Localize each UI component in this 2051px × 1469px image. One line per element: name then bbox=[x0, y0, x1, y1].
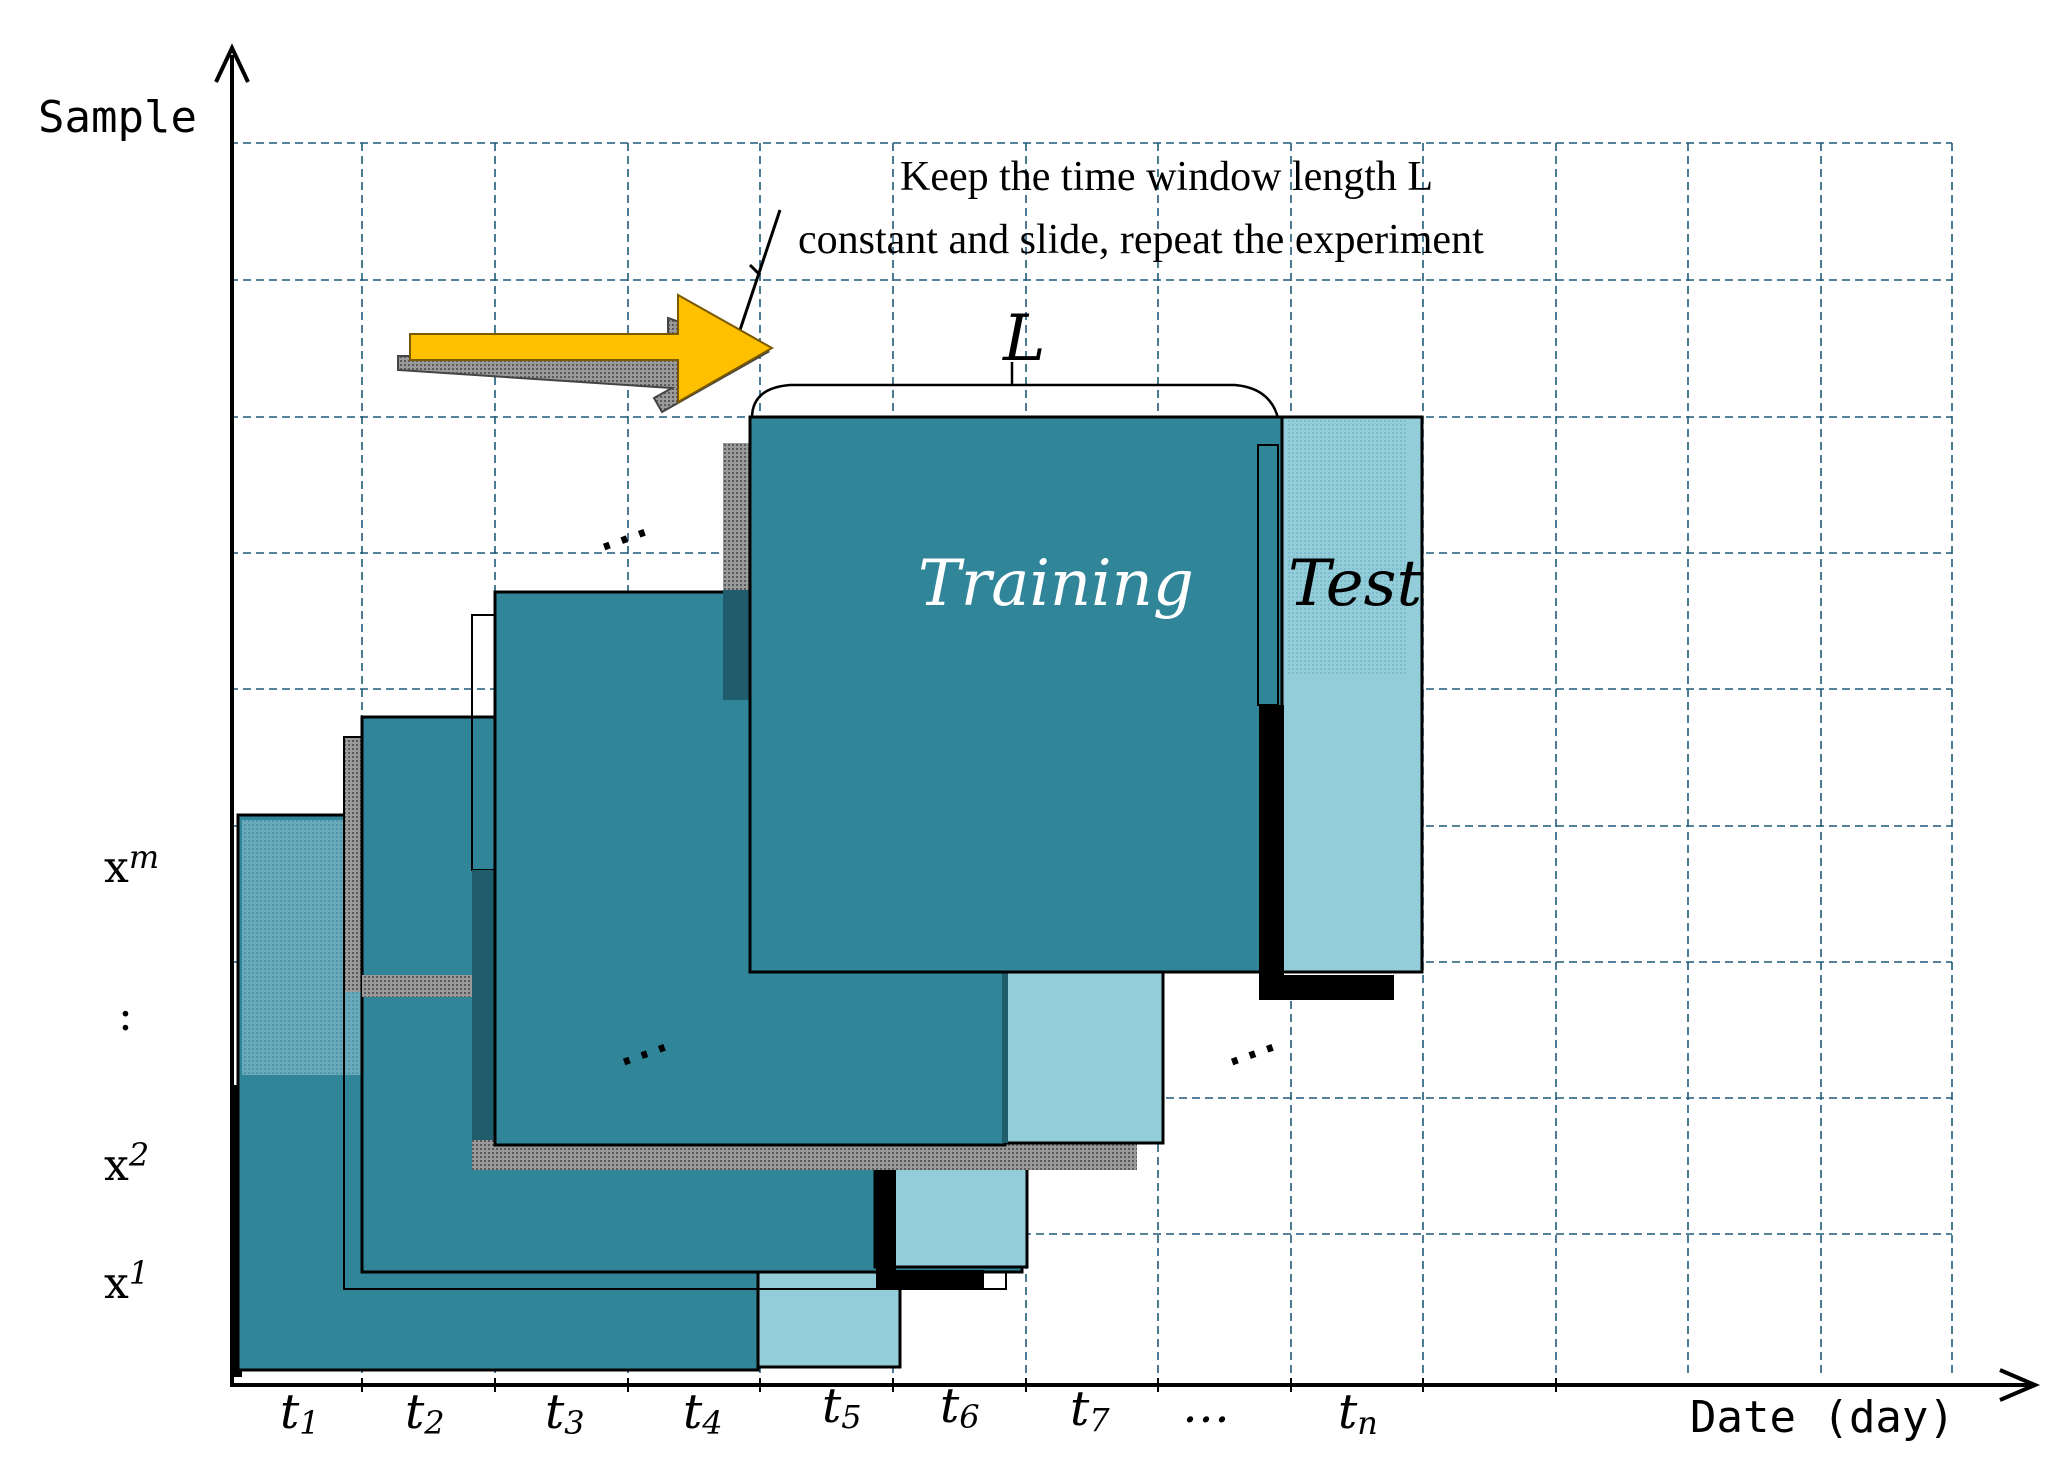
y-axis-arrowhead bbox=[214, 43, 250, 83]
window-2-band bbox=[362, 975, 472, 997]
x-tick-t7: t7 bbox=[1070, 1381, 1110, 1439]
window-4-training bbox=[748, 415, 1284, 974]
test-label: Test bbox=[1288, 547, 1422, 621]
ellipsis-upper: … bbox=[582, 485, 657, 565]
annotation-leader bbox=[738, 209, 782, 331]
x-tick-t6: t6 bbox=[940, 1378, 980, 1436]
window-4-test-highlight bbox=[1288, 420, 1408, 675]
annotation: Keep the time window length L constant a… bbox=[738, 154, 1484, 331]
window-length-label: L bbox=[1002, 302, 1046, 376]
ellipsis-right: … bbox=[1210, 1000, 1285, 1080]
window-4-test-foot bbox=[1259, 975, 1394, 1000]
x-axis-title: Date (day) bbox=[1690, 1392, 1955, 1443]
window-2-shadow bbox=[344, 737, 364, 992]
x-tick-ellipsis: … bbox=[1182, 1378, 1230, 1434]
y-tick-x2: x2 bbox=[104, 1136, 149, 1191]
window-4-test-stripe bbox=[1257, 444, 1279, 706]
x-tick-labels: t1 t2 t3 t4 t5 t6 t7 … tn bbox=[280, 1378, 1378, 1442]
x-tick-t5: t5 bbox=[822, 1378, 862, 1436]
window-3-edge bbox=[1002, 960, 1008, 1143]
window-1-highlight bbox=[242, 820, 362, 1075]
window-4 bbox=[723, 415, 1424, 1000]
annotation-line-2: constant and slide, repeat the experimen… bbox=[798, 217, 1484, 263]
window-4-test-shade bbox=[1259, 705, 1284, 1000]
window-4-shadow-dark bbox=[723, 590, 751, 700]
x-tick-t3: t3 bbox=[545, 1384, 585, 1442]
window-length-brace: L bbox=[750, 302, 1280, 419]
x-axis-arrowhead bbox=[1999, 1368, 2041, 1402]
annotation-line-1: Keep the time window length L bbox=[900, 154, 1433, 200]
training-label: Training bbox=[918, 547, 1194, 621]
axes: Sample Date (day) bbox=[38, 43, 2041, 1443]
slide-arrow bbox=[397, 293, 775, 414]
window-3-test bbox=[1003, 958, 1165, 1145]
window-2-test-foot bbox=[876, 1270, 984, 1288]
x-tick-t1: t1 bbox=[280, 1384, 320, 1442]
y-axis-title: Sample bbox=[38, 92, 197, 143]
x-tick-t2: t2 bbox=[405, 1384, 445, 1442]
slide-arrow-body bbox=[409, 293, 775, 404]
y-tick-xm: xm bbox=[104, 838, 159, 893]
y-tick-labels: xm : x2 x1 bbox=[104, 838, 159, 1309]
y-tick-vdots: : bbox=[118, 990, 133, 1041]
y-tick-x1: x1 bbox=[104, 1254, 149, 1309]
x-tick-t4: t4 bbox=[683, 1384, 723, 1442]
brace-curve bbox=[750, 383, 1280, 419]
x-tick-tn: tn bbox=[1338, 1384, 1378, 1442]
